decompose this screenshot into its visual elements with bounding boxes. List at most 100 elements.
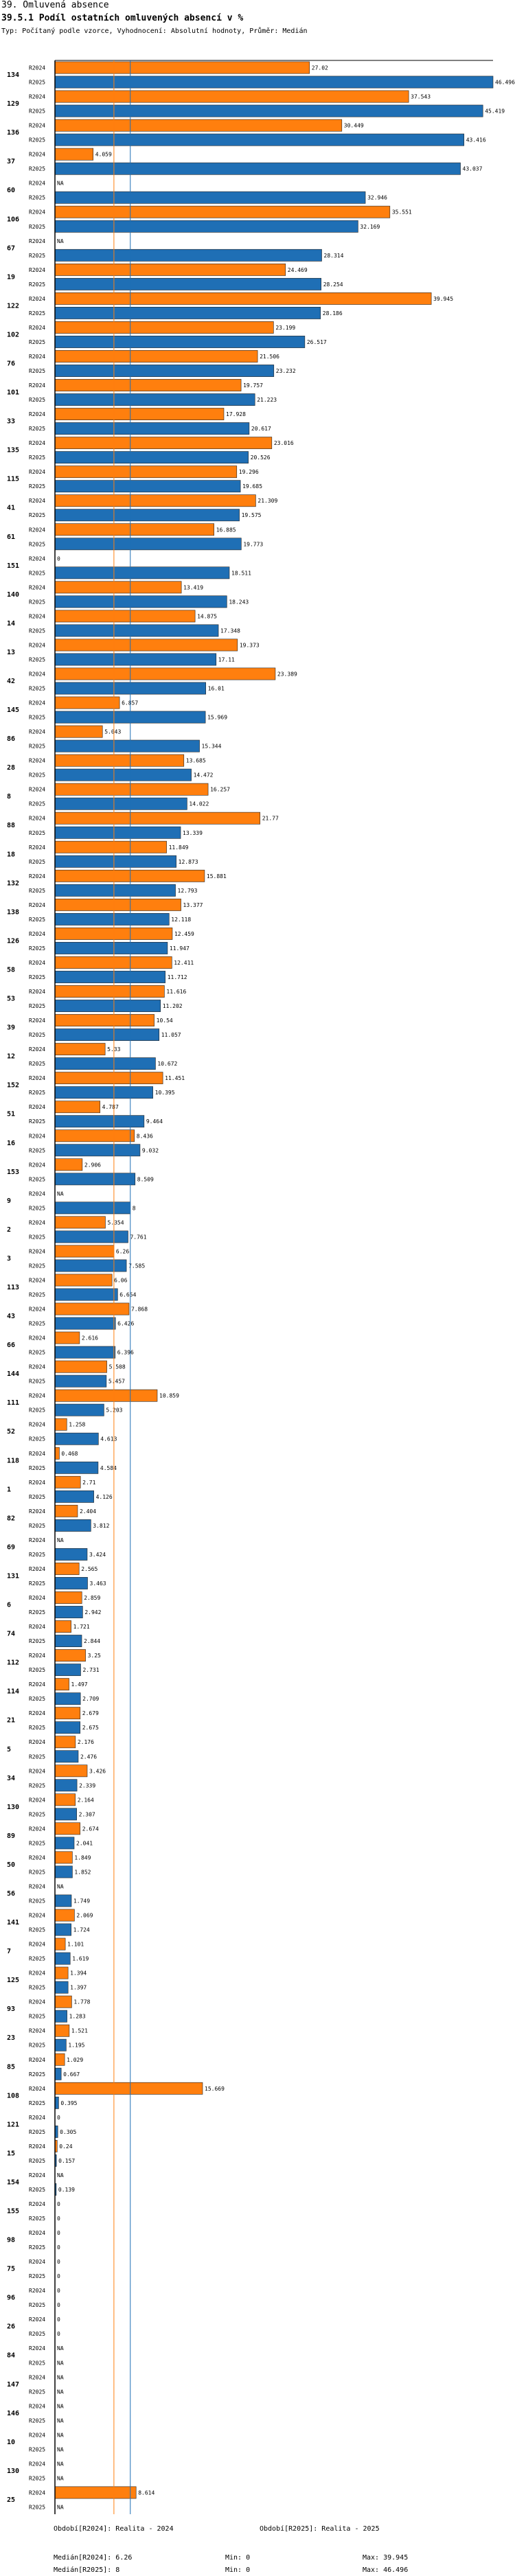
bar-r2024 bbox=[54, 2053, 65, 2066]
data-label: 6.26 bbox=[116, 1248, 129, 1254]
data-label: 1.283 bbox=[69, 2014, 86, 2020]
series-label: R2025 bbox=[29, 715, 45, 721]
group-id-label: 8 bbox=[7, 793, 11, 801]
data-label: 13.339 bbox=[183, 830, 203, 836]
data-label: 32.169 bbox=[360, 224, 380, 230]
bar-r2025 bbox=[54, 1375, 107, 1388]
data-label: 21.309 bbox=[258, 498, 277, 504]
data-label: 12.873 bbox=[179, 859, 198, 865]
series-label: R2024 bbox=[29, 469, 45, 475]
data-label: 16.01 bbox=[208, 686, 225, 692]
group-id-label: 7 bbox=[7, 1948, 11, 1955]
bar-r2025 bbox=[54, 595, 227, 608]
bar-r2024 bbox=[54, 2486, 137, 2499]
group-id-label: 1 bbox=[7, 1486, 11, 1493]
data-label: 10.395 bbox=[155, 1090, 175, 1096]
series-label: R2024 bbox=[29, 1768, 45, 1774]
group-id-label: 13 bbox=[7, 649, 15, 656]
series-label: R2024 bbox=[29, 2143, 45, 2150]
data-label: NA bbox=[57, 2475, 64, 2481]
group-id-label: 135 bbox=[7, 447, 19, 455]
bar-r2025 bbox=[54, 480, 241, 493]
series-label: R2025 bbox=[29, 2100, 45, 2106]
data-label: 0 bbox=[57, 2288, 60, 2294]
bar-r2025 bbox=[54, 306, 321, 319]
series-label: R2024 bbox=[29, 931, 45, 937]
group-id-label: 145 bbox=[7, 706, 19, 714]
bar-r2024 bbox=[54, 1072, 163, 1085]
bar-r2025 bbox=[54, 739, 200, 752]
bar-r2024 bbox=[54, 1995, 72, 2008]
bar-r2025 bbox=[54, 277, 321, 290]
series-label: R2024 bbox=[29, 1970, 45, 1977]
data-label: 7.761 bbox=[130, 1234, 146, 1240]
series-label: R2025 bbox=[29, 2302, 45, 2308]
bar-r2024 bbox=[54, 1043, 106, 1056]
data-label: 32.946 bbox=[367, 195, 387, 201]
data-label: 19.296 bbox=[239, 469, 259, 475]
series-label: R2024 bbox=[29, 1219, 45, 1226]
data-label: 2.709 bbox=[82, 1696, 99, 1702]
data-label: 1.029 bbox=[67, 2057, 83, 2063]
series-label: R2025 bbox=[29, 2187, 45, 2193]
series-label: R2024 bbox=[29, 1075, 45, 1081]
bar-r2024 bbox=[54, 1274, 113, 1287]
bar-r2024 bbox=[54, 1360, 107, 1373]
data-label: 43.037 bbox=[463, 166, 483, 172]
data-label: 1.619 bbox=[72, 1956, 89, 1962]
data-label: 1.724 bbox=[73, 1927, 90, 1933]
series-label: R2025 bbox=[29, 310, 45, 317]
bar-r2025 bbox=[54, 76, 494, 89]
bar-r2024 bbox=[54, 898, 181, 911]
data-label: 0.667 bbox=[63, 2071, 80, 2078]
series-label: R2025 bbox=[29, 1956, 45, 1962]
bar-r2025 bbox=[54, 1432, 99, 1445]
data-label: 0 bbox=[57, 555, 60, 562]
series-label: R2024 bbox=[29, 700, 45, 706]
series-label: R2025 bbox=[29, 1580, 45, 1587]
bar-r2024 bbox=[54, 437, 273, 450]
series-label: R2025 bbox=[29, 2417, 45, 2424]
bar-r2024 bbox=[54, 1475, 81, 1488]
series-label: R2025 bbox=[29, 1090, 45, 1096]
group-id-label: 67 bbox=[7, 244, 15, 252]
data-label: 2.164 bbox=[78, 1797, 94, 1803]
data-label: 0 bbox=[57, 2230, 60, 2236]
bar-r2024 bbox=[54, 581, 182, 594]
series-label: R2025 bbox=[29, 1234, 45, 1240]
series-label: R2025 bbox=[29, 2360, 45, 2366]
bar-r2024 bbox=[54, 61, 310, 74]
data-label: 0 bbox=[57, 2216, 60, 2222]
data-label: 1.849 bbox=[74, 1854, 91, 1861]
bar-r2024 bbox=[54, 523, 214, 536]
bar-r2025 bbox=[54, 1346, 116, 1359]
data-label: 1.521 bbox=[71, 2028, 88, 2034]
series-label: R2024 bbox=[29, 1133, 45, 1139]
series-label: R2024 bbox=[29, 238, 45, 244]
data-label: NA bbox=[57, 2403, 64, 2409]
group-id-label: 98 bbox=[7, 2237, 15, 2244]
bar-r2025 bbox=[54, 1923, 71, 1936]
series-label: R2024 bbox=[29, 1537, 45, 1543]
group-id-label: 85 bbox=[7, 2063, 15, 2071]
data-label: 21.77 bbox=[262, 816, 279, 822]
series-label: R2024 bbox=[29, 527, 45, 533]
bar-r2024 bbox=[54, 292, 432, 305]
data-label: 12.118 bbox=[171, 917, 191, 923]
footer-period-2025: Období[R2025]: Realita - 2025 bbox=[260, 2525, 380, 2533]
bar-r2025 bbox=[54, 133, 465, 146]
group-id-label: 151 bbox=[7, 562, 19, 570]
series-label: R2024 bbox=[29, 2288, 45, 2294]
series-label: R2025 bbox=[29, 2446, 45, 2452]
data-label: 4.059 bbox=[95, 152, 112, 158]
group-id-label: 34 bbox=[7, 1775, 15, 1782]
series-label: R2024 bbox=[29, 613, 45, 619]
data-label: 8 bbox=[133, 1205, 136, 1211]
series-label: R2025 bbox=[29, 1379, 45, 1385]
series-label: R2024 bbox=[29, 1739, 45, 1745]
bar-r2025 bbox=[54, 2067, 62, 2080]
group-id-label: 58 bbox=[7, 966, 15, 974]
data-label: 6.426 bbox=[117, 1321, 134, 1327]
group-id-label: 18 bbox=[7, 851, 15, 858]
series-label: R2025 bbox=[29, 1465, 45, 1471]
